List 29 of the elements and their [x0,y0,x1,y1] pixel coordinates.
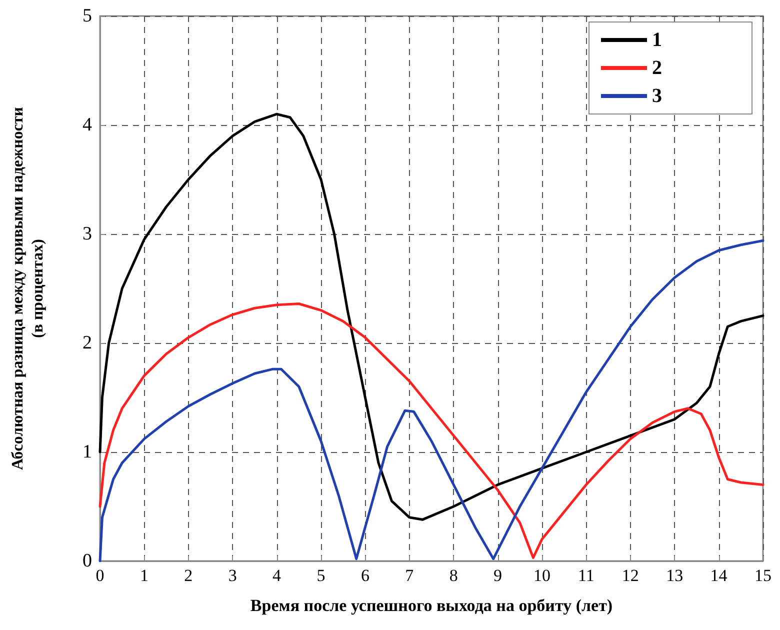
x-tick-label: 8 [449,566,458,585]
x-tick-label: 9 [494,566,502,585]
y-axis-title: Абсолютная разница между кривыми надежности (в процентах) [10,106,46,470]
x-tick-label: 4 [272,566,282,585]
legend-label: 1 [652,29,662,51]
x-tick-label: 15 [754,566,772,585]
x-tick-label: 3 [228,566,237,585]
x-tick-label: 14 [710,566,728,585]
y-tick-label: 5 [82,6,92,26]
x-tick-label: 2 [184,566,193,585]
x-tick-label: 6 [360,566,370,585]
line-series [98,112,764,521]
x-tick-label: 10 [534,566,550,585]
y-tick-label: 0 [82,550,92,572]
legend-label: 3 [652,85,662,107]
x-tick-label: 5 [316,566,326,585]
line-series [98,302,764,559]
x-tick-label: 1 [140,566,148,585]
y-tick-label: 4 [82,114,92,136]
x-axis-title: Время после успешного выхода на орбиту (лет) [250,596,613,615]
y-tick-label: 1 [82,442,92,462]
legend-label: 2 [652,57,662,79]
x-tick-label: 7 [405,566,414,585]
y-tick-label: 2 [82,332,92,354]
x-tick-label: 0 [96,566,104,585]
x-tick-label: 11 [578,566,594,585]
x-tick-label: 12 [622,566,639,585]
x-tick-label: 13 [666,566,684,585]
y-tick-label: 3 [82,224,92,244]
